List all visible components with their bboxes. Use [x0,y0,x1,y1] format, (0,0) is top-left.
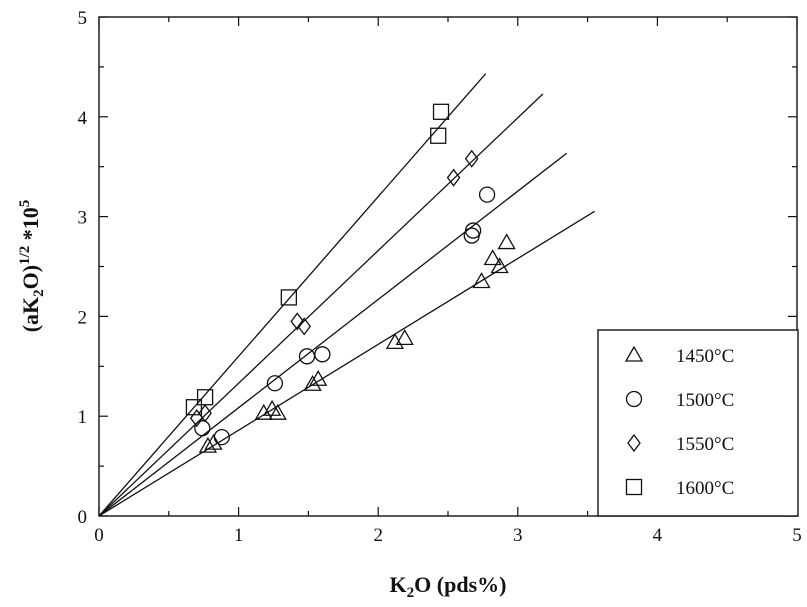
point-circle [298,348,316,365]
point-circle [213,429,230,446]
point-square [430,127,447,144]
point-triangle [309,369,328,386]
point-square [432,103,450,120]
legend: 1450°C 1500°C 1550°C 1600°C [597,329,799,517]
fit-line-square [98,73,487,517]
y-tick-label: 0 [78,507,88,528]
y-axis-title: (aK2O)1/2 *105 [17,200,47,333]
legend-label: 1450°C [676,346,734,367]
point-triangle [472,272,491,289]
y-tick-label: 3 [78,208,88,229]
point-square [185,399,203,416]
fit-line-diamond [98,93,544,517]
point-triangle [497,233,516,250]
point-circle [314,346,331,363]
point-triangle [490,257,509,274]
data-points [185,103,516,453]
x-tick-label: 1 [234,525,244,546]
y-tick-label: 1 [78,407,88,428]
fit-lines [98,73,595,517]
x-axis-title: K2O (pds%) [390,572,507,601]
y-tick-label: 5 [78,8,88,29]
legend-label: 1550°C [676,434,734,455]
point-circle [464,222,482,239]
point-square [280,289,298,306]
legend-marker-square [625,478,643,496]
x-tick-label: 3 [513,525,523,546]
point-diamond [290,312,305,331]
point-triangle [254,403,273,420]
fit-line-circle [98,152,568,517]
fit-line-triangle [98,210,595,517]
legend-marker-triangle [624,345,644,362]
y-tick-label: 2 [78,307,88,328]
x-tick-label: 5 [792,525,802,546]
point-triangle [268,403,287,420]
point-diamond [446,168,461,187]
point-triangle [483,249,502,266]
point-triangle [198,436,218,453]
legend-label: 1500°C [676,390,734,411]
point-triangle [204,433,223,450]
point-diamond [297,317,312,336]
x-tick-label: 2 [373,525,383,546]
point-circle [478,186,496,203]
point-triangle [303,374,322,391]
point-triangle [395,329,414,346]
point-circle [194,420,211,437]
x-tick-label: 4 [653,525,663,546]
point-circle [463,227,480,244]
point-circle [266,375,284,392]
legend-label: 1600°C [676,478,734,499]
legend-marker-diamond [627,433,641,453]
y-tick-label: 4 [78,108,88,129]
legend-marker-circle [625,390,643,408]
point-diamond [464,149,479,168]
point-square [196,389,214,406]
x-tick-label: 0 [94,525,104,546]
